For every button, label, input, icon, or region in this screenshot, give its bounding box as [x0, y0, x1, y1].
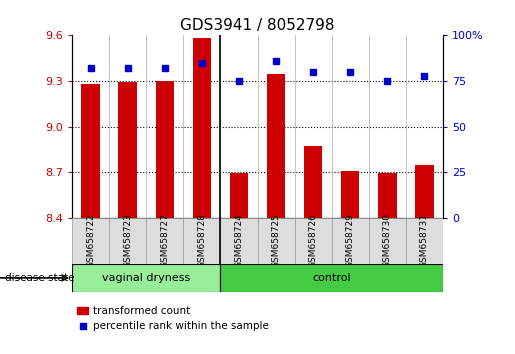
Bar: [378, 173, 397, 218]
Bar: [220, 218, 258, 264]
Text: GSM658724: GSM658724: [234, 213, 244, 268]
Text: GSM658725: GSM658725: [271, 213, 281, 268]
Text: GSM658723: GSM658723: [123, 213, 132, 268]
Bar: [369, 218, 406, 264]
Text: GSM658729: GSM658729: [346, 213, 355, 268]
Bar: [341, 171, 359, 218]
Bar: [183, 218, 220, 264]
Legend: transformed count, percentile rank within the sample: transformed count, percentile rank withi…: [77, 306, 269, 331]
Bar: [146, 218, 183, 264]
Bar: [406, 218, 443, 264]
Text: control: control: [312, 273, 351, 283]
Bar: [258, 218, 295, 264]
Text: GSM658727: GSM658727: [160, 213, 169, 268]
Bar: [109, 218, 146, 264]
Bar: [72, 218, 109, 264]
Text: vaginal dryness: vaginal dryness: [102, 273, 191, 283]
Bar: [295, 218, 332, 264]
Bar: [81, 84, 100, 218]
Bar: [267, 74, 285, 218]
Text: GSM658726: GSM658726: [308, 213, 318, 268]
Bar: [220, 264, 443, 292]
Bar: [230, 173, 248, 218]
Bar: [415, 165, 434, 218]
Text: GSM658728: GSM658728: [197, 213, 207, 268]
Bar: [193, 38, 211, 218]
Bar: [156, 81, 174, 218]
Text: disease state: disease state: [5, 273, 75, 283]
Bar: [332, 218, 369, 264]
Bar: [118, 82, 137, 218]
Title: GDS3941 / 8052798: GDS3941 / 8052798: [180, 18, 335, 33]
Text: GSM658731: GSM658731: [420, 213, 429, 268]
Text: GSM658722: GSM658722: [86, 213, 95, 268]
Text: GSM658730: GSM658730: [383, 213, 392, 268]
Bar: [304, 146, 322, 218]
Bar: [72, 264, 220, 292]
